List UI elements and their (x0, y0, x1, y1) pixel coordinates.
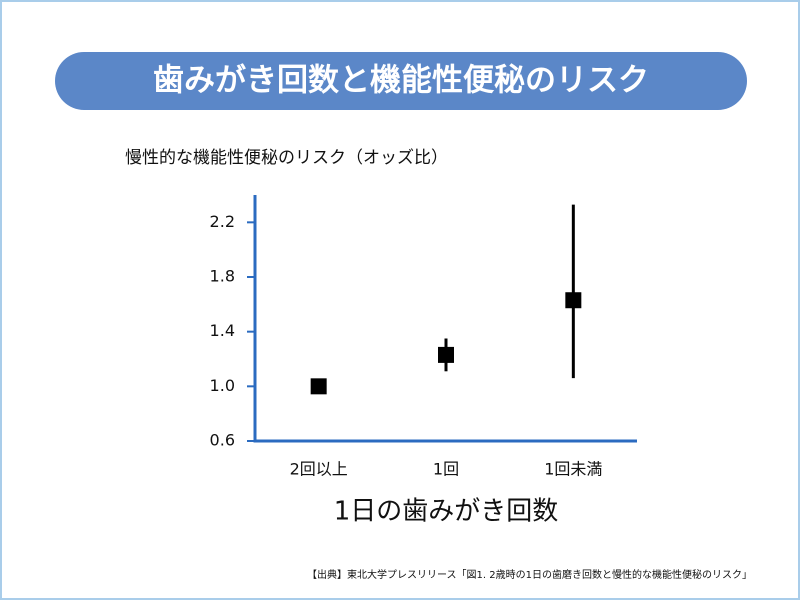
y-tick-label: 1.8 (210, 267, 235, 286)
point-marker (438, 346, 454, 363)
x-axis-label: 1日の歯みがき回数 (334, 497, 559, 527)
y-tick-label: 1.0 (210, 376, 235, 395)
x-tick-label: 1回未満 (544, 460, 602, 479)
chart-title: 歯みがき回数と機能性便秘のリスク (153, 63, 649, 99)
y-axis-label: 慢性的な機能性便秘のリスク（オッズ比） (125, 147, 448, 168)
title-banner (55, 52, 747, 110)
x-tick-label: 2回以上 (290, 460, 348, 479)
y-tick-label: 0.6 (210, 431, 235, 450)
y-tick-label: 1.4 (210, 321, 235, 340)
source-note: 【出典】東北大学プレスリリース「図1. 2歳時の1日の歯磨き回数と慢性的な機能性… (307, 568, 752, 581)
x-tick-label: 1回 (433, 460, 459, 479)
point-marker (565, 292, 582, 309)
point-marker (310, 378, 327, 395)
y-tick-label: 2.2 (210, 212, 235, 231)
